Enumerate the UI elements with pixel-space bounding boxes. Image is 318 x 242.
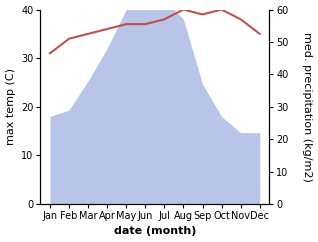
Y-axis label: med. precipitation (kg/m2): med. precipitation (kg/m2) (302, 32, 313, 182)
Y-axis label: max temp (C): max temp (C) (5, 68, 16, 145)
X-axis label: date (month): date (month) (114, 227, 196, 236)
